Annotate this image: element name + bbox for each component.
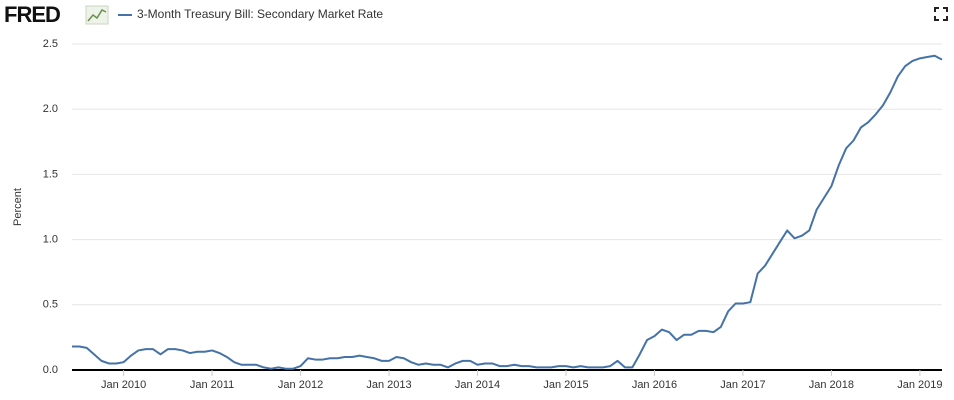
series-line [72, 54, 943, 370]
x-tick-label: Jan 2019 [897, 379, 942, 391]
logo-icon [85, 5, 109, 25]
fullscreen-icon[interactable] [934, 7, 948, 21]
y-tick-label: 2.0 [43, 103, 58, 115]
x-tick-label: Jan 2010 [101, 379, 146, 391]
x-tick-label: Jan 2017 [720, 379, 765, 391]
legend-label: 3-Month Treasury Bill: Secondary Market … [137, 7, 383, 21]
x-tick-label: Jan 2011 [190, 379, 234, 391]
y-axis-label: Percent [12, 188, 24, 226]
y-tick-label: 1.0 [43, 234, 58, 246]
x-tick-label: Jan 2018 [809, 379, 854, 391]
logo: FRED [4, 2, 60, 27]
y-tick-label: 0.0 [43, 364, 58, 376]
x-tick-label: Jan 2014 [455, 379, 500, 391]
x-tick-label: Jan 2013 [366, 379, 411, 391]
y-tick-label: 0.5 [43, 299, 58, 311]
y-tick-label: 1.5 [43, 168, 58, 180]
x-tick-label: Jan 2016 [632, 379, 677, 391]
y-tick-label: 2.5 [43, 38, 58, 50]
x-tick-label: Jan 2015 [543, 379, 588, 391]
x-tick-label: Jan 2012 [278, 379, 323, 391]
